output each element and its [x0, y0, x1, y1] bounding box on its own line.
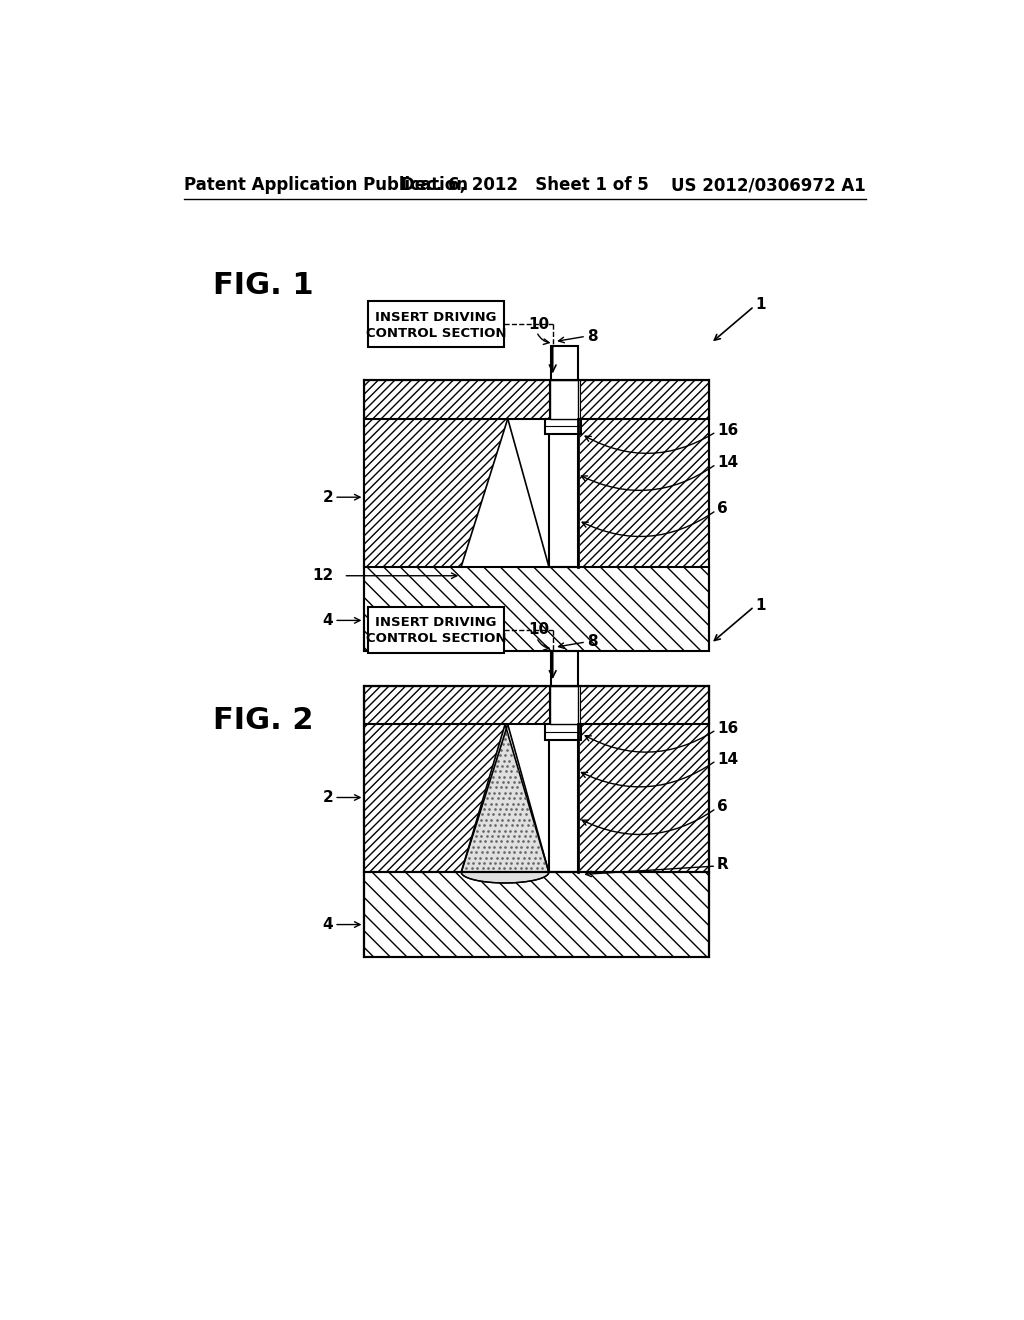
Text: US 2012/0306972 A1: US 2012/0306972 A1	[671, 177, 866, 194]
Text: 10: 10	[528, 622, 550, 638]
Bar	[550, 380, 579, 418]
Polygon shape	[461, 418, 549, 566]
Bar	[580, 725, 710, 873]
Bar	[551, 346, 578, 380]
Text: INSERT DRIVING: INSERT DRIVING	[376, 310, 497, 323]
Text: 16: 16	[717, 422, 738, 438]
Bar	[365, 380, 549, 418]
Bar	[545, 418, 582, 434]
Text: 8: 8	[587, 635, 597, 649]
Text: 14: 14	[717, 455, 738, 470]
Text: R: R	[717, 857, 729, 873]
Bar	[365, 873, 710, 957]
Text: 4: 4	[323, 612, 334, 628]
Bar	[365, 380, 710, 651]
Text: 16: 16	[717, 721, 738, 735]
Bar	[365, 725, 549, 873]
Bar	[365, 566, 710, 651]
Bar	[365, 686, 710, 957]
Text: 4: 4	[323, 917, 334, 932]
Text: 10: 10	[528, 317, 550, 331]
Bar	[369, 607, 504, 653]
Text: 2: 2	[323, 490, 334, 504]
Text: 2: 2	[323, 789, 334, 805]
Bar	[580, 686, 710, 725]
Text: 6: 6	[717, 799, 728, 814]
Polygon shape	[461, 725, 549, 873]
Bar	[365, 686, 549, 725]
Polygon shape	[461, 725, 549, 873]
Text: 6: 6	[717, 502, 728, 516]
Bar	[369, 301, 504, 347]
Text: FIG. 2: FIG. 2	[213, 706, 313, 735]
Text: INSERT DRIVING: INSERT DRIVING	[376, 616, 497, 630]
Polygon shape	[461, 873, 549, 883]
Text: 8: 8	[587, 329, 597, 343]
Text: FIG. 1: FIG. 1	[213, 271, 314, 300]
Text: Dec. 6, 2012   Sheet 1 of 5: Dec. 6, 2012 Sheet 1 of 5	[401, 177, 648, 194]
Bar	[551, 651, 578, 686]
Bar	[365, 418, 549, 566]
Bar	[550, 686, 579, 725]
Text: 1: 1	[756, 598, 766, 612]
Bar	[549, 725, 578, 873]
Text: CONTROL SECTION: CONTROL SECTION	[366, 632, 506, 645]
Bar	[549, 418, 578, 566]
Text: 1: 1	[756, 297, 766, 313]
Text: 14: 14	[717, 751, 738, 767]
Bar	[365, 686, 710, 957]
Text: 12: 12	[312, 568, 334, 583]
Bar	[580, 380, 710, 418]
Text: CONTROL SECTION: CONTROL SECTION	[366, 326, 506, 339]
Bar	[580, 418, 710, 566]
Text: Patent Application Publication: Patent Application Publication	[183, 177, 468, 194]
Bar	[545, 725, 582, 739]
